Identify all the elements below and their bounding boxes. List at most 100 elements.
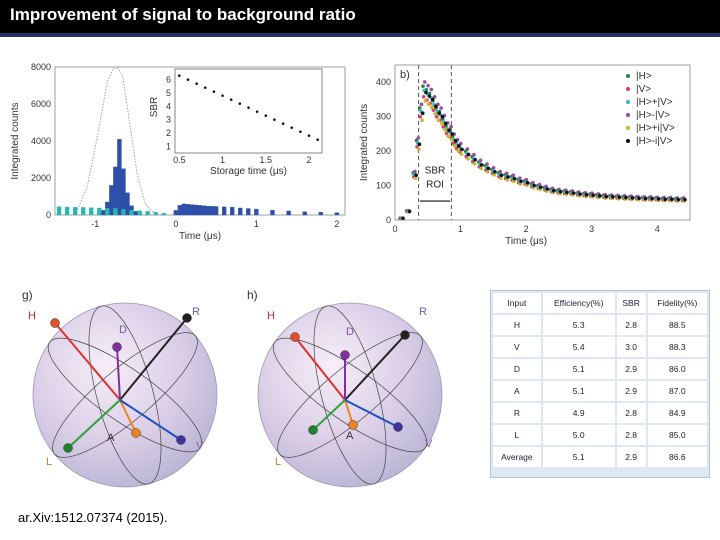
data-point	[472, 152, 476, 157]
table-cell: 5.4	[542, 337, 615, 357]
data-point	[426, 102, 431, 107]
x-axis-label: Time (μs)	[505, 236, 547, 247]
x-axis-label: Time (μs)	[179, 231, 221, 242]
state-vector-A	[119, 399, 137, 434]
histogram-bar	[270, 210, 275, 216]
state-label-L: L	[275, 456, 281, 468]
data-point	[424, 90, 428, 95]
histogram-bar	[113, 208, 118, 216]
data-point	[421, 84, 425, 88]
state-vector-R	[344, 334, 406, 401]
table-row: L 5.0 2.8 85.0	[493, 425, 707, 445]
data-point	[449, 124, 453, 129]
state-label-D: D	[119, 324, 127, 336]
state-point-A	[131, 428, 141, 438]
state-vector-H	[294, 336, 346, 401]
histogram-bar	[181, 203, 187, 216]
y-axis-label: Integrated counts	[10, 102, 21, 179]
y-tick-label: 6000	[31, 99, 51, 109]
state-label-A: A	[346, 430, 354, 442]
data-point	[532, 183, 536, 188]
state-label-A: A	[107, 432, 115, 444]
data-point	[423, 99, 428, 103]
x-tick-label: 2	[524, 224, 529, 234]
y-axis-label: Integrated counts	[359, 104, 370, 181]
state-point-H	[290, 332, 300, 342]
y-tick-label: 300	[376, 112, 391, 122]
histogram-bar	[230, 207, 235, 216]
x-tick-label: 2	[334, 219, 339, 229]
state-label-V: V	[425, 438, 433, 450]
inset-x-tick-label: 2	[307, 155, 312, 165]
table-row: V 5.4 3.0 88.3	[493, 337, 707, 357]
inset-y-tick-label: 3	[166, 115, 171, 125]
table-cell: 3.0	[616, 337, 646, 357]
inset-data-point	[221, 94, 224, 97]
inset-data-point	[247, 106, 250, 109]
histogram-bar	[222, 206, 227, 216]
great-circle	[313, 305, 387, 485]
x-tick-label: 0	[392, 224, 397, 234]
panel-label: h)	[247, 288, 258, 302]
data-point	[637, 196, 641, 201]
histogram-bar	[302, 211, 307, 216]
table-cell: A	[493, 381, 541, 401]
data-point	[429, 87, 434, 92]
histogram-bar	[81, 207, 86, 216]
table-header-cell: Efficiency(%)	[542, 293, 615, 313]
data-point	[459, 152, 464, 156]
histogram-bar	[193, 204, 199, 216]
data-point	[440, 114, 445, 119]
inset-data-point	[264, 114, 268, 117]
state-label-R: R	[419, 306, 427, 318]
legend-label: |V>	[636, 84, 651, 95]
histogram-bar	[286, 210, 291, 216]
x-tick-label: 3	[589, 224, 594, 234]
table-cell: L	[493, 425, 541, 445]
data-point	[485, 162, 489, 166]
histogram-bar	[129, 210, 134, 216]
data-point	[478, 158, 483, 163]
data-point	[506, 175, 510, 179]
table-header-cell: SBR	[616, 293, 646, 313]
table-cell: 85.0	[647, 425, 707, 445]
data-point	[416, 136, 421, 140]
state-vector-D	[116, 346, 121, 401]
histogram-bar	[153, 212, 158, 216]
data-point	[446, 134, 451, 139]
great-circle	[88, 305, 162, 485]
table-cell: 2.9	[616, 447, 646, 467]
state-label-H: H	[267, 310, 275, 322]
histogram-bar	[109, 185, 114, 216]
histogram-bar	[137, 210, 142, 216]
histogram-bar	[97, 207, 102, 216]
histogram-bar	[213, 206, 219, 216]
inset-y-tick-label: 2	[166, 128, 171, 138]
inset-y-tick-label: 6	[166, 75, 171, 85]
inset-frame	[174, 68, 323, 154]
data-point	[492, 173, 497, 177]
data-point	[421, 95, 426, 99]
histogram-bar	[189, 204, 195, 216]
data-point	[545, 187, 550, 191]
data-point	[430, 105, 434, 110]
data-point	[491, 165, 496, 170]
state-point-L	[308, 425, 318, 435]
data-point	[443, 121, 448, 126]
data-point	[447, 128, 451, 133]
data-point	[511, 173, 516, 178]
table-cell: 2.9	[616, 381, 646, 401]
inset-y-axis-label: SBR	[149, 97, 160, 118]
state-vector-V	[344, 399, 399, 428]
fidelity-table: Input Efficiency(%) SBR Fidelity(%) H 5.3 2.8…	[490, 290, 710, 478]
data-point	[417, 147, 421, 152]
data-point	[531, 180, 535, 185]
table-cell: 84.9	[647, 403, 707, 423]
inset-y-tick-label: 1	[166, 141, 171, 151]
data-point	[413, 176, 418, 181]
data-point	[444, 131, 449, 136]
histogram-bar	[113, 166, 118, 216]
y-tick-label: 200	[376, 146, 391, 156]
data-point	[519, 179, 523, 184]
table-cell: 86.6	[647, 447, 707, 467]
